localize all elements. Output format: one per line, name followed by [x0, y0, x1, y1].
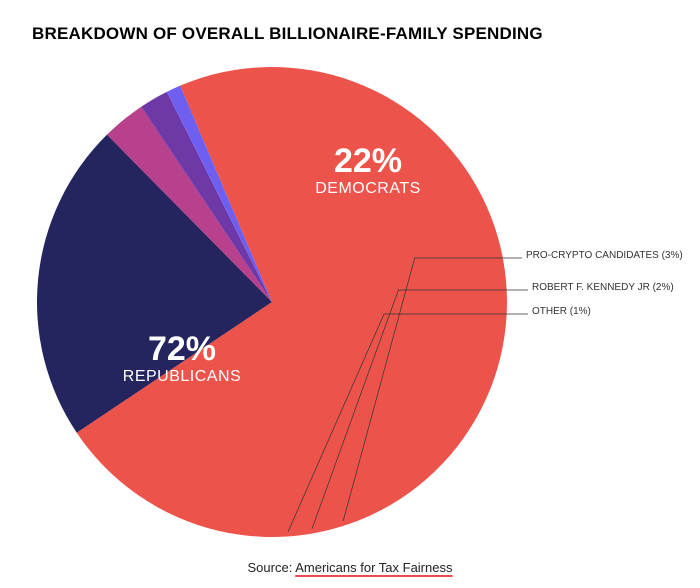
slice-external-label: OTHER (1%): [532, 306, 591, 317]
slice-external-label: ROBERT F. KENNEDY JR (2%): [532, 282, 674, 293]
source-link[interactable]: Americans for Tax Fairness: [295, 560, 452, 575]
source-line: Source: Americans for Tax Fairness: [0, 560, 700, 575]
slice-external-label: PRO-CRYPTO CANDIDATES (3%): [526, 250, 683, 261]
chart-title: BREAKDOWN OF OVERALL BILLIONAIRE-FAMILY …: [32, 24, 543, 44]
chart-area: 72%REPUBLICANS22%DEMOCRATSPRO-CRYPTO CAN…: [32, 62, 668, 542]
source-prefix: Source:: [248, 560, 296, 575]
pie-chart-svg: [32, 62, 668, 542]
